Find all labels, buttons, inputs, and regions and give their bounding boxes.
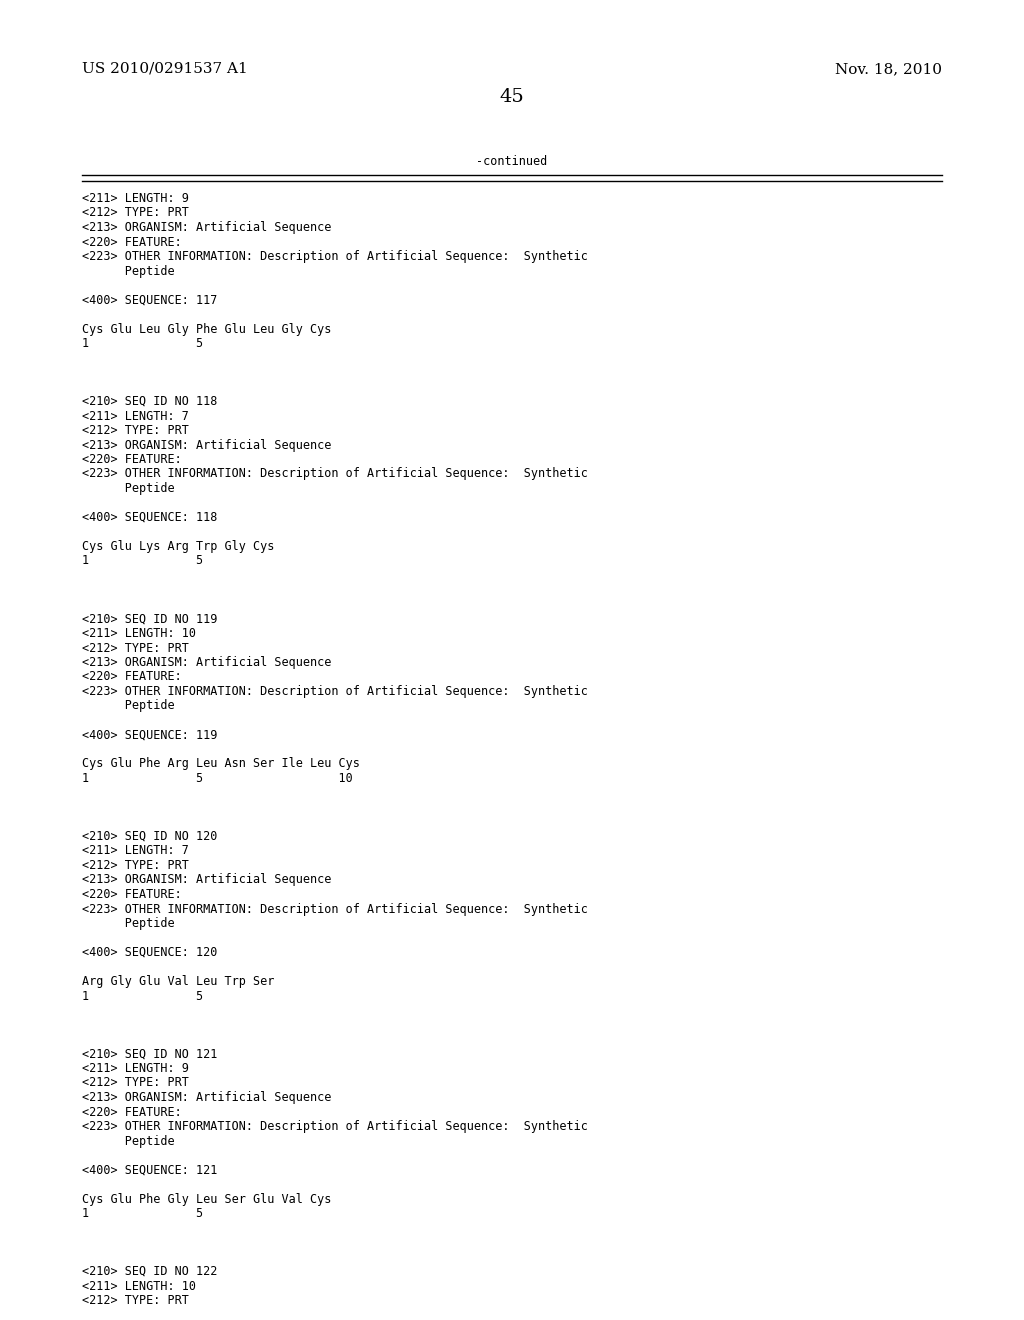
Text: <223> OTHER INFORMATION: Description of Artificial Sequence:  Synthetic: <223> OTHER INFORMATION: Description of … [82, 685, 588, 698]
Text: <220> FEATURE:: <220> FEATURE: [82, 235, 181, 248]
Text: -continued: -continued [476, 154, 548, 168]
Text: <223> OTHER INFORMATION: Description of Artificial Sequence:  Synthetic: <223> OTHER INFORMATION: Description of … [82, 249, 588, 263]
Text: <212> TYPE: PRT: <212> TYPE: PRT [82, 1077, 188, 1089]
Text: <212> TYPE: PRT: <212> TYPE: PRT [82, 642, 188, 655]
Text: <400> SEQUENCE: 120: <400> SEQUENCE: 120 [82, 946, 217, 960]
Text: <211> LENGTH: 7: <211> LENGTH: 7 [82, 845, 188, 858]
Text: <400> SEQUENCE: 121: <400> SEQUENCE: 121 [82, 1163, 217, 1176]
Text: Peptide: Peptide [82, 482, 175, 495]
Text: Peptide: Peptide [82, 1134, 175, 1147]
Text: 45: 45 [500, 88, 524, 106]
Text: Peptide: Peptide [82, 264, 175, 277]
Text: 1               5                   10: 1 5 10 [82, 772, 352, 785]
Text: 1               5: 1 5 [82, 554, 203, 568]
Text: Cys Glu Phe Arg Leu Asn Ser Ile Leu Cys: Cys Glu Phe Arg Leu Asn Ser Ile Leu Cys [82, 758, 359, 771]
Text: <223> OTHER INFORMATION: Description of Artificial Sequence:  Synthetic: <223> OTHER INFORMATION: Description of … [82, 1119, 588, 1133]
Text: Peptide: Peptide [82, 700, 175, 713]
Text: <212> TYPE: PRT: <212> TYPE: PRT [82, 859, 188, 873]
Text: <223> OTHER INFORMATION: Description of Artificial Sequence:  Synthetic: <223> OTHER INFORMATION: Description of … [82, 467, 588, 480]
Text: <210> SEQ ID NO 118: <210> SEQ ID NO 118 [82, 395, 217, 408]
Text: 1               5: 1 5 [82, 990, 203, 1002]
Text: <213> ORGANISM: Artificial Sequence: <213> ORGANISM: Artificial Sequence [82, 874, 332, 887]
Text: <220> FEATURE:: <220> FEATURE: [82, 453, 181, 466]
Text: <212> TYPE: PRT: <212> TYPE: PRT [82, 424, 188, 437]
Text: <220> FEATURE:: <220> FEATURE: [82, 671, 181, 684]
Text: <400> SEQUENCE: 119: <400> SEQUENCE: 119 [82, 729, 217, 742]
Text: <220> FEATURE:: <220> FEATURE: [82, 1106, 181, 1118]
Text: Arg Gly Glu Val Leu Trp Ser: Arg Gly Glu Val Leu Trp Ser [82, 975, 274, 987]
Text: <213> ORGANISM: Artificial Sequence: <213> ORGANISM: Artificial Sequence [82, 438, 332, 451]
Text: <211> LENGTH: 10: <211> LENGTH: 10 [82, 627, 196, 640]
Text: Cys Glu Phe Gly Leu Ser Glu Val Cys: Cys Glu Phe Gly Leu Ser Glu Val Cys [82, 1192, 332, 1205]
Text: Peptide: Peptide [82, 917, 175, 931]
Text: US 2010/0291537 A1: US 2010/0291537 A1 [82, 62, 248, 77]
Text: <213> ORGANISM: Artificial Sequence: <213> ORGANISM: Artificial Sequence [82, 1092, 332, 1104]
Text: <400> SEQUENCE: 117: <400> SEQUENCE: 117 [82, 293, 217, 306]
Text: <213> ORGANISM: Artificial Sequence: <213> ORGANISM: Artificial Sequence [82, 656, 332, 669]
Text: <210> SEQ ID NO 120: <210> SEQ ID NO 120 [82, 830, 217, 843]
Text: <400> SEQUENCE: 118: <400> SEQUENCE: 118 [82, 511, 217, 524]
Text: <210> SEQ ID NO 121: <210> SEQ ID NO 121 [82, 1048, 217, 1060]
Text: <212> TYPE: PRT: <212> TYPE: PRT [82, 206, 188, 219]
Text: 1               5: 1 5 [82, 1206, 203, 1220]
Text: <210> SEQ ID NO 122: <210> SEQ ID NO 122 [82, 1265, 217, 1278]
Text: <220> FEATURE:: <220> FEATURE: [82, 888, 181, 902]
Text: <211> LENGTH: 10: <211> LENGTH: 10 [82, 1279, 196, 1292]
Text: <211> LENGTH: 9: <211> LENGTH: 9 [82, 191, 188, 205]
Text: Cys Glu Leu Gly Phe Glu Leu Gly Cys: Cys Glu Leu Gly Phe Glu Leu Gly Cys [82, 322, 332, 335]
Text: <211> LENGTH: 7: <211> LENGTH: 7 [82, 409, 188, 422]
Text: <210> SEQ ID NO 119: <210> SEQ ID NO 119 [82, 612, 217, 626]
Text: <211> LENGTH: 9: <211> LENGTH: 9 [82, 1063, 188, 1074]
Text: Nov. 18, 2010: Nov. 18, 2010 [835, 62, 942, 77]
Text: Cys Glu Lys Arg Trp Gly Cys: Cys Glu Lys Arg Trp Gly Cys [82, 540, 274, 553]
Text: 1               5: 1 5 [82, 337, 203, 350]
Text: <212> TYPE: PRT: <212> TYPE: PRT [82, 1294, 188, 1307]
Text: <213> ORGANISM: Artificial Sequence: <213> ORGANISM: Artificial Sequence [82, 220, 332, 234]
Text: <223> OTHER INFORMATION: Description of Artificial Sequence:  Synthetic: <223> OTHER INFORMATION: Description of … [82, 903, 588, 916]
